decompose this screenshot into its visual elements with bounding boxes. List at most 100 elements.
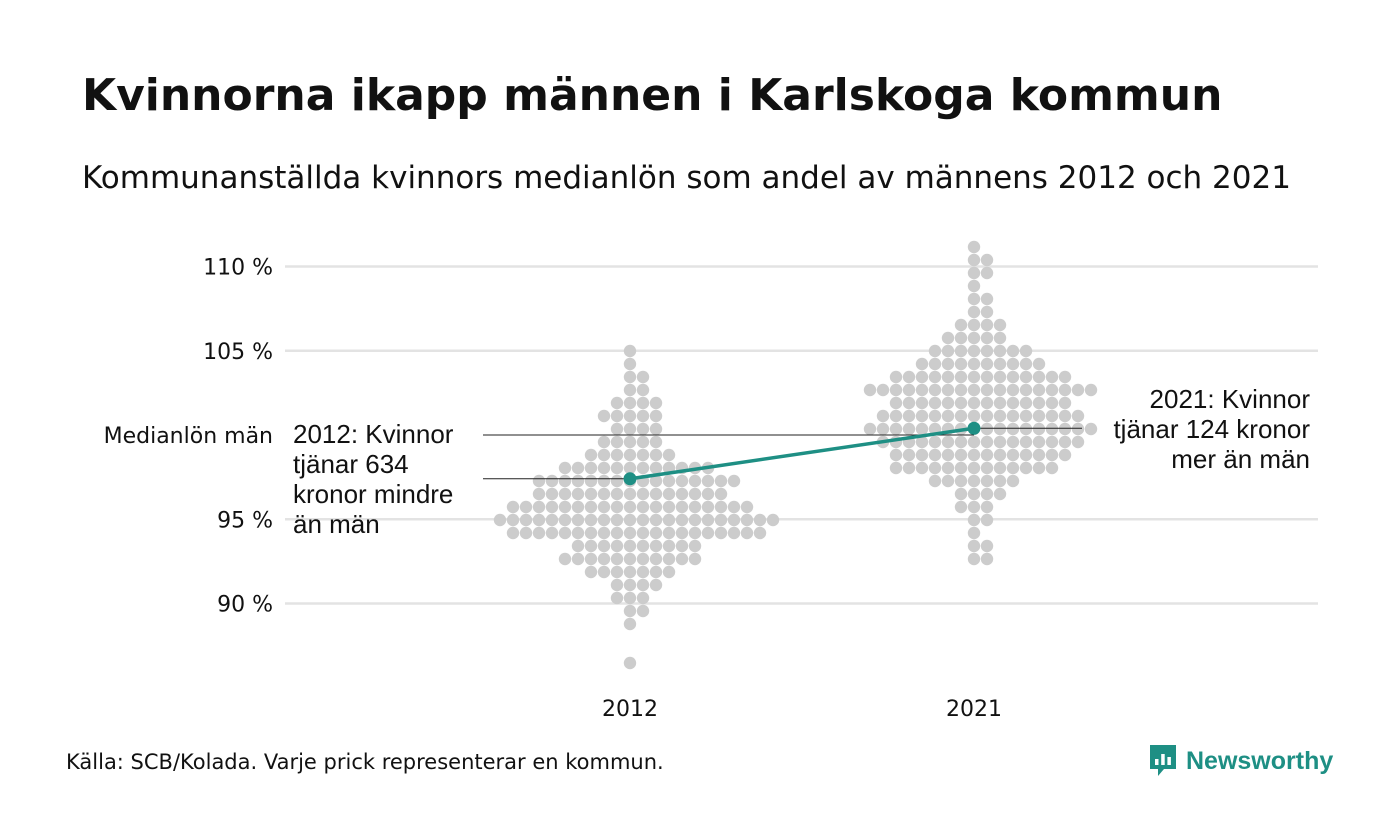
municipality-dot	[636, 565, 650, 579]
municipality-dot	[597, 448, 611, 462]
municipality-dot	[902, 370, 916, 384]
municipality-dot	[967, 487, 981, 501]
municipality-dot	[954, 331, 968, 345]
municipality-dot	[675, 487, 689, 501]
municipality-dot	[993, 318, 1007, 332]
municipality-dot	[1058, 435, 1072, 449]
municipality-dot	[967, 253, 981, 267]
municipality-dot	[915, 422, 929, 436]
municipality-dot	[967, 500, 981, 514]
municipality-dot	[928, 370, 942, 384]
municipality-dot	[954, 370, 968, 384]
annotation-2021-line: 2021: Kvinnor	[1149, 384, 1310, 414]
municipality-dot	[649, 526, 663, 540]
municipality-dot	[519, 500, 533, 514]
municipality-dot	[714, 474, 728, 488]
municipality-dot	[636, 552, 650, 566]
municipality-dot	[915, 448, 929, 462]
source-note: Källa: SCB/Kolada. Varje prick represent…	[66, 750, 664, 774]
municipality-dot	[928, 383, 942, 397]
municipality-dot	[532, 474, 546, 488]
municipality-dot	[954, 318, 968, 332]
municipality-dot	[1058, 409, 1072, 423]
municipality-dot	[623, 396, 637, 410]
municipality-dot	[623, 383, 637, 397]
annotation-2021-line: mer än män	[1171, 444, 1310, 474]
municipality-dot	[915, 357, 929, 371]
municipality-dot	[928, 448, 942, 462]
municipality-dot	[597, 461, 611, 475]
municipality-dot	[558, 500, 572, 514]
municipality-dot	[662, 565, 676, 579]
municipality-dot	[623, 357, 637, 371]
municipality-dot	[623, 617, 637, 631]
dots	[493, 240, 1098, 670]
municipality-dot	[941, 461, 955, 475]
municipality-dot	[532, 500, 546, 514]
municipality-dot	[506, 513, 520, 527]
municipality-dot	[954, 448, 968, 462]
municipality-dot	[571, 461, 585, 475]
municipality-dot	[1045, 422, 1059, 436]
municipality-dot	[993, 331, 1007, 345]
municipality-dot	[636, 370, 650, 384]
municipality-dot	[662, 552, 676, 566]
municipality-dot	[740, 513, 754, 527]
municipality-dot	[571, 500, 585, 514]
municipality-dot	[889, 383, 903, 397]
municipality-dot	[980, 487, 994, 501]
municipality-dot	[714, 526, 728, 540]
municipality-dot	[1006, 396, 1020, 410]
municipality-dot	[902, 448, 916, 462]
municipality-dot	[597, 409, 611, 423]
municipality-dot	[967, 240, 981, 254]
municipality-dot	[967, 396, 981, 410]
municipality-dot	[636, 578, 650, 592]
newsworthy-logo[interactable]: Newsworthy	[1148, 743, 1333, 779]
municipality-dot	[558, 513, 572, 527]
municipality-dot	[623, 487, 637, 501]
municipality-dot	[701, 526, 715, 540]
municipality-dot	[662, 500, 676, 514]
municipality-dot	[571, 539, 585, 553]
municipality-dot	[675, 474, 689, 488]
municipality-dot	[623, 565, 637, 579]
municipality-dot	[649, 448, 663, 462]
municipality-dot	[915, 461, 929, 475]
municipality-dot	[597, 552, 611, 566]
municipality-dot	[915, 435, 929, 449]
municipality-dot	[649, 539, 663, 553]
municipality-dot	[1019, 396, 1033, 410]
highlight-point-2012	[623, 472, 637, 486]
municipality-dot	[980, 396, 994, 410]
municipality-dot	[766, 513, 780, 527]
x-tick-label: 2012	[602, 697, 658, 722]
municipality-dot	[1006, 383, 1020, 397]
municipality-dot	[967, 292, 981, 306]
municipality-dot	[967, 435, 981, 449]
municipality-dot	[941, 331, 955, 345]
municipality-dot	[863, 383, 877, 397]
municipality-dot	[993, 383, 1007, 397]
highlight-point-2021	[967, 421, 981, 435]
municipality-dot	[571, 487, 585, 501]
reference-line-label: Medianlön män	[104, 424, 273, 449]
municipality-dot	[571, 513, 585, 527]
municipality-dot	[649, 552, 663, 566]
municipality-dot	[980, 331, 994, 345]
municipality-dot	[928, 409, 942, 423]
municipality-dot	[649, 435, 663, 449]
municipality-dot	[876, 422, 890, 436]
municipality-dot	[928, 344, 942, 358]
municipality-dot	[571, 552, 585, 566]
municipality-dot	[1058, 422, 1072, 436]
municipality-dot	[506, 526, 520, 540]
municipality-dot	[584, 565, 598, 579]
highlight-series	[623, 421, 981, 486]
y-tick-label: 95 %	[217, 508, 273, 533]
municipality-dot	[688, 513, 702, 527]
municipality-dot	[636, 409, 650, 423]
municipality-dot	[889, 409, 903, 423]
municipality-dot	[993, 448, 1007, 462]
municipality-dot	[1032, 383, 1046, 397]
